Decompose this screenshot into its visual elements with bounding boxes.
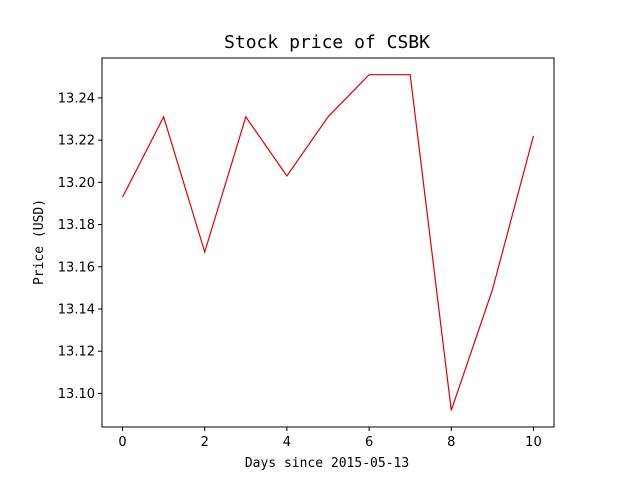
x-tick-label: 6	[365, 435, 373, 450]
y-tick-label: 13.20	[58, 176, 95, 191]
x-tick-label: 4	[283, 435, 291, 450]
x-tick-label: 8	[447, 435, 455, 450]
y-tick-label: 13.18	[58, 218, 95, 233]
y-tick-label: 13.10	[58, 387, 95, 402]
series-line-0	[122, 74, 535, 411]
x-tick-label: 2	[201, 435, 209, 450]
chart-title: Stock price of CSBK	[224, 32, 430, 53]
series-layer	[122, 74, 535, 411]
y-tick-label: 13.22	[58, 134, 95, 149]
y-axis-label: Price (USD)	[32, 199, 47, 285]
y-axis-ticks: 13.10 13.12 13.14 13.16 13.18 13.20 13.22 13.24	[58, 91, 102, 402]
x-tick-label: 10	[525, 435, 542, 450]
x-axis-label: Days since 2015-05-13	[245, 456, 409, 471]
x-tick-label: 0	[118, 435, 126, 450]
y-tick-label: 13.16	[58, 260, 95, 275]
y-tick-label: 13.14	[58, 302, 95, 317]
plot-area	[101, 57, 555, 428]
x-axis-ticks: 0 2 4 6 8 10	[118, 427, 542, 450]
y-tick-label: 13.24	[58, 91, 95, 106]
y-tick-label: 13.12	[58, 345, 95, 360]
